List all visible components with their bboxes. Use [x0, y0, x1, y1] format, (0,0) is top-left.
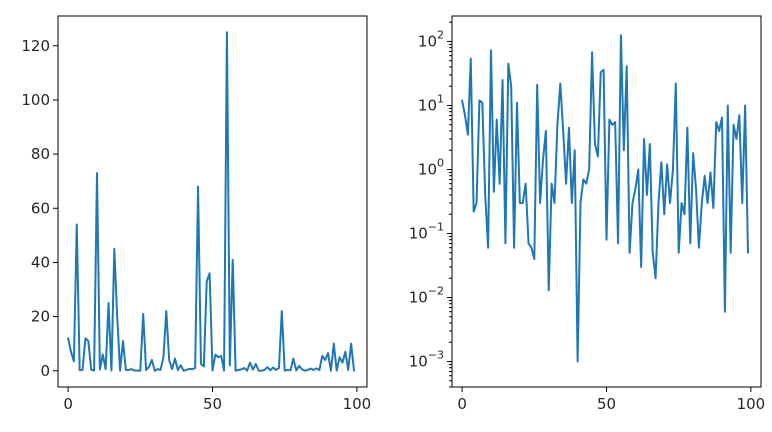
x-tick-label: 100	[737, 395, 766, 413]
y-tick-label: 10−3	[409, 349, 444, 371]
y-tick-label: 60	[31, 199, 50, 217]
y-tick-label: 0	[40, 362, 50, 380]
x-tick-label: 100	[343, 395, 372, 413]
x-tick-label: 50	[203, 395, 222, 413]
y-tick-label: 120	[21, 37, 50, 55]
x-tick-label: 0	[457, 395, 467, 413]
y-tick-label: 102	[418, 28, 444, 50]
x-tick-label: 50	[597, 395, 616, 413]
y-tick-label: 100	[21, 91, 50, 109]
y-tick-label: 100	[418, 156, 444, 178]
y-tick-label: 40	[31, 253, 50, 271]
y-tick-label: 101	[418, 92, 444, 114]
series-line-0	[461, 34, 749, 363]
x-tick-label: 0	[63, 395, 73, 413]
right-log-plot: 0 50 100 10−3 10−2 10−1 100 101 102	[409, 15, 766, 413]
y-tick-label: 10−1	[409, 221, 444, 243]
left-linear-plot: 0 50 100 0 20 40 60 80 100 120	[21, 15, 372, 413]
y-tick-label: 10−2	[409, 285, 444, 307]
y-tick-label: 20	[31, 308, 50, 326]
series-line-0	[67, 31, 355, 372]
y-tick-label: 80	[31, 145, 50, 163]
